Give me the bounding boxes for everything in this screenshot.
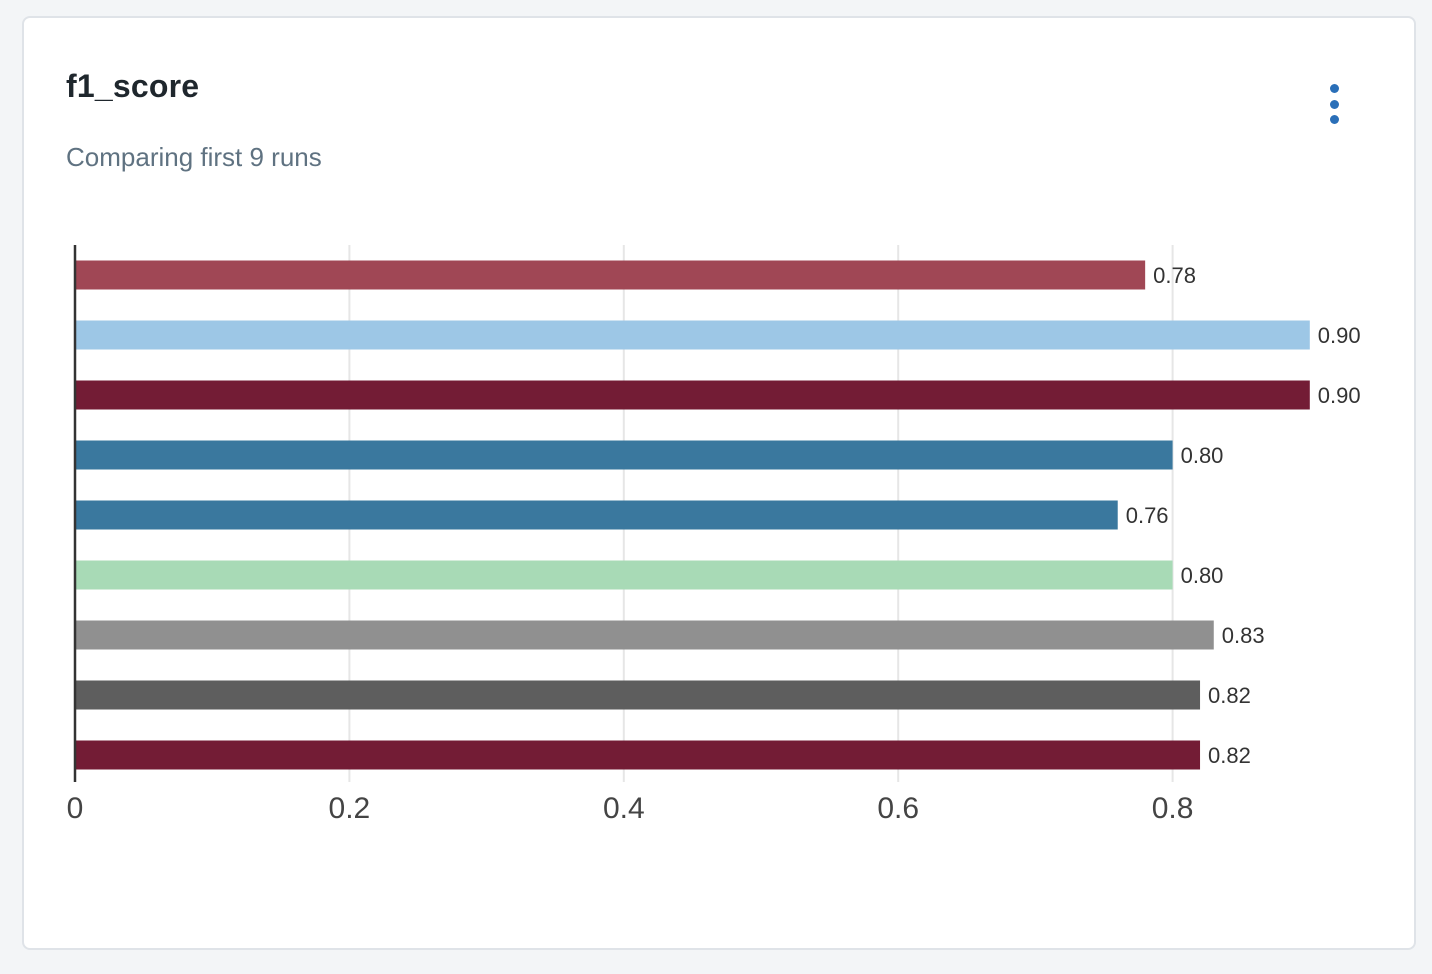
- bar-value-label: 0.78: [1153, 263, 1196, 288]
- bar: [75, 260, 1146, 290]
- kebab-dot: [1329, 115, 1339, 124]
- bar: [75, 440, 1173, 470]
- bar-value-label: 0.90: [1318, 323, 1361, 348]
- bar: [75, 680, 1201, 710]
- bar-value-label: 0.83: [1222, 623, 1265, 648]
- bar-value-label: 0.76: [1126, 503, 1169, 528]
- bar: [75, 740, 1201, 770]
- chart-title: f1_score: [66, 68, 200, 104]
- chart-subtitle: Comparing first 9 runs: [66, 142, 322, 172]
- bar-value-label: 0.80: [1181, 563, 1224, 588]
- x-tick-label: 0: [67, 792, 84, 825]
- kebab-menu-icon[interactable]: [1316, 82, 1352, 126]
- bar-value-label: 0.82: [1208, 683, 1251, 708]
- x-tick-label: 0.2: [329, 792, 371, 825]
- chart-card: f1_score Comparing first 9 runs: [22, 16, 1416, 950]
- x-tick-label: 0.6: [877, 792, 919, 825]
- bar-value-label: 0.82: [1208, 743, 1251, 768]
- bar-value-label: 0.90: [1318, 383, 1361, 408]
- kebab-dot: [1329, 99, 1339, 109]
- kebab-dot: [1329, 84, 1339, 93]
- x-tick-label: 0.4: [603, 792, 645, 825]
- bar: [75, 620, 1214, 650]
- bar: [75, 500, 1118, 530]
- x-tick-label: 0.8: [1152, 792, 1194, 825]
- bar: [75, 560, 1173, 590]
- bar: [75, 320, 1310, 350]
- bar-value-label: 0.80: [1181, 443, 1224, 468]
- bar: [75, 380, 1310, 410]
